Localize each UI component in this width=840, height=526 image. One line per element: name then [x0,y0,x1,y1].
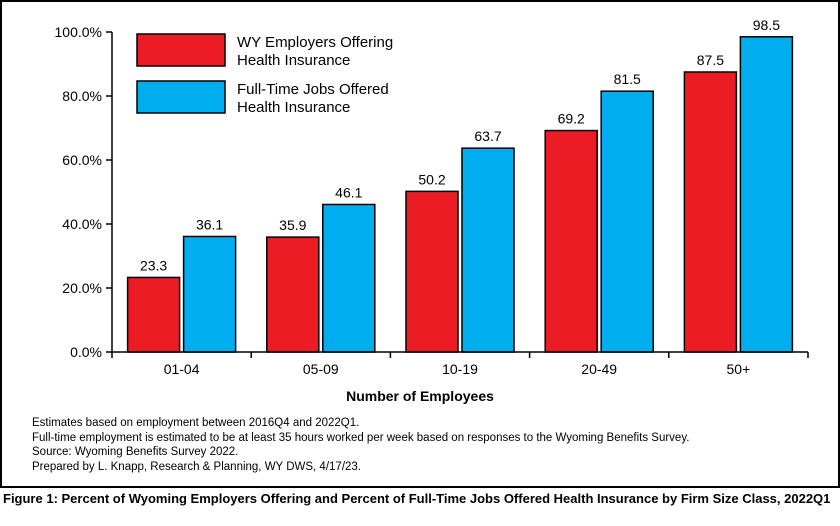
bars: 23.3 35.9 50.2 69.2 87.5 36.1 46.1 63.7 81.5 98.5 [126,17,794,353]
bar [739,36,794,353]
data-label: 87.5 [697,52,724,68]
x-tick-label: 50+ [727,361,751,377]
bar [266,236,320,353]
y-tick-label: 100.0% [55,24,102,40]
legend-label: Full-Time Jobs Offered Health Insurance [237,81,389,116]
bar [405,190,459,353]
note-line: Source: Wyoming Benefits Survey 2022. [32,446,239,458]
bar-chart: 0.0% 20.0% 40.0% 60.0% 80.0% 100.0% 23.3 35.9 5… [55,17,809,404]
bar [461,147,515,353]
data-label: 63.7 [474,128,501,144]
data-label: 36.1 [196,216,223,232]
data-label: 23.3 [140,257,167,273]
bar [126,276,181,353]
note-line: Estimates based on employment between 20… [32,417,360,429]
y-tick-label: 60.0% [62,152,102,168]
data-label: 46.1 [335,184,362,200]
data-label: 69.2 [558,111,585,127]
legend-label-line: Full-Time Jobs Offered [237,81,389,98]
data-label: 98.5 [753,17,780,33]
bar [182,235,237,353]
note-line: Full-time employment is estimated to be … [32,431,690,444]
x-tick-label: 10-19 [442,361,478,377]
x-axis-title: Number of Employees [346,388,494,404]
y-tick-label: 80.0% [62,88,102,104]
legend-swatch [136,80,226,114]
legend-swatch [136,33,226,67]
data-label: 50.2 [418,171,445,187]
bar [683,71,738,353]
x-tick-label: 20-49 [581,361,617,377]
legend-label-line: Health Insurance [237,99,350,116]
y-tick-label: 20.0% [62,280,102,296]
legend-label-line: Health Insurance [237,52,350,69]
y-axis: 0.0% 20.0% 40.0% 60.0% 80.0% 100.0% [55,24,113,360]
bar [600,90,654,353]
bar [544,129,598,353]
y-tick-label: 0.0% [70,344,102,360]
figure-caption: Figure 1: Percent of Wyoming Employers O… [0,486,840,507]
note-line: Prepared by L. Knapp, Research & Plannin… [32,460,361,473]
bar [322,203,376,353]
data-label: 81.5 [614,71,641,87]
x-axis: 01-04 05-09 10-19 20-49 50+ [111,351,809,377]
legend-label-line: WY Employers Offering [237,34,393,51]
data-label: 35.9 [279,217,306,233]
y-tick-label: 40.0% [62,216,102,232]
x-tick-label: 05-09 [303,361,339,377]
x-tick-label: 01-04 [164,361,200,377]
chart-notes: Estimates based on employment between 20… [32,416,689,474]
legend: WY Employers Offering Health InsuranceFul… [136,33,393,116]
legend-label: WY Employers Offering Health Insurance [237,34,393,69]
